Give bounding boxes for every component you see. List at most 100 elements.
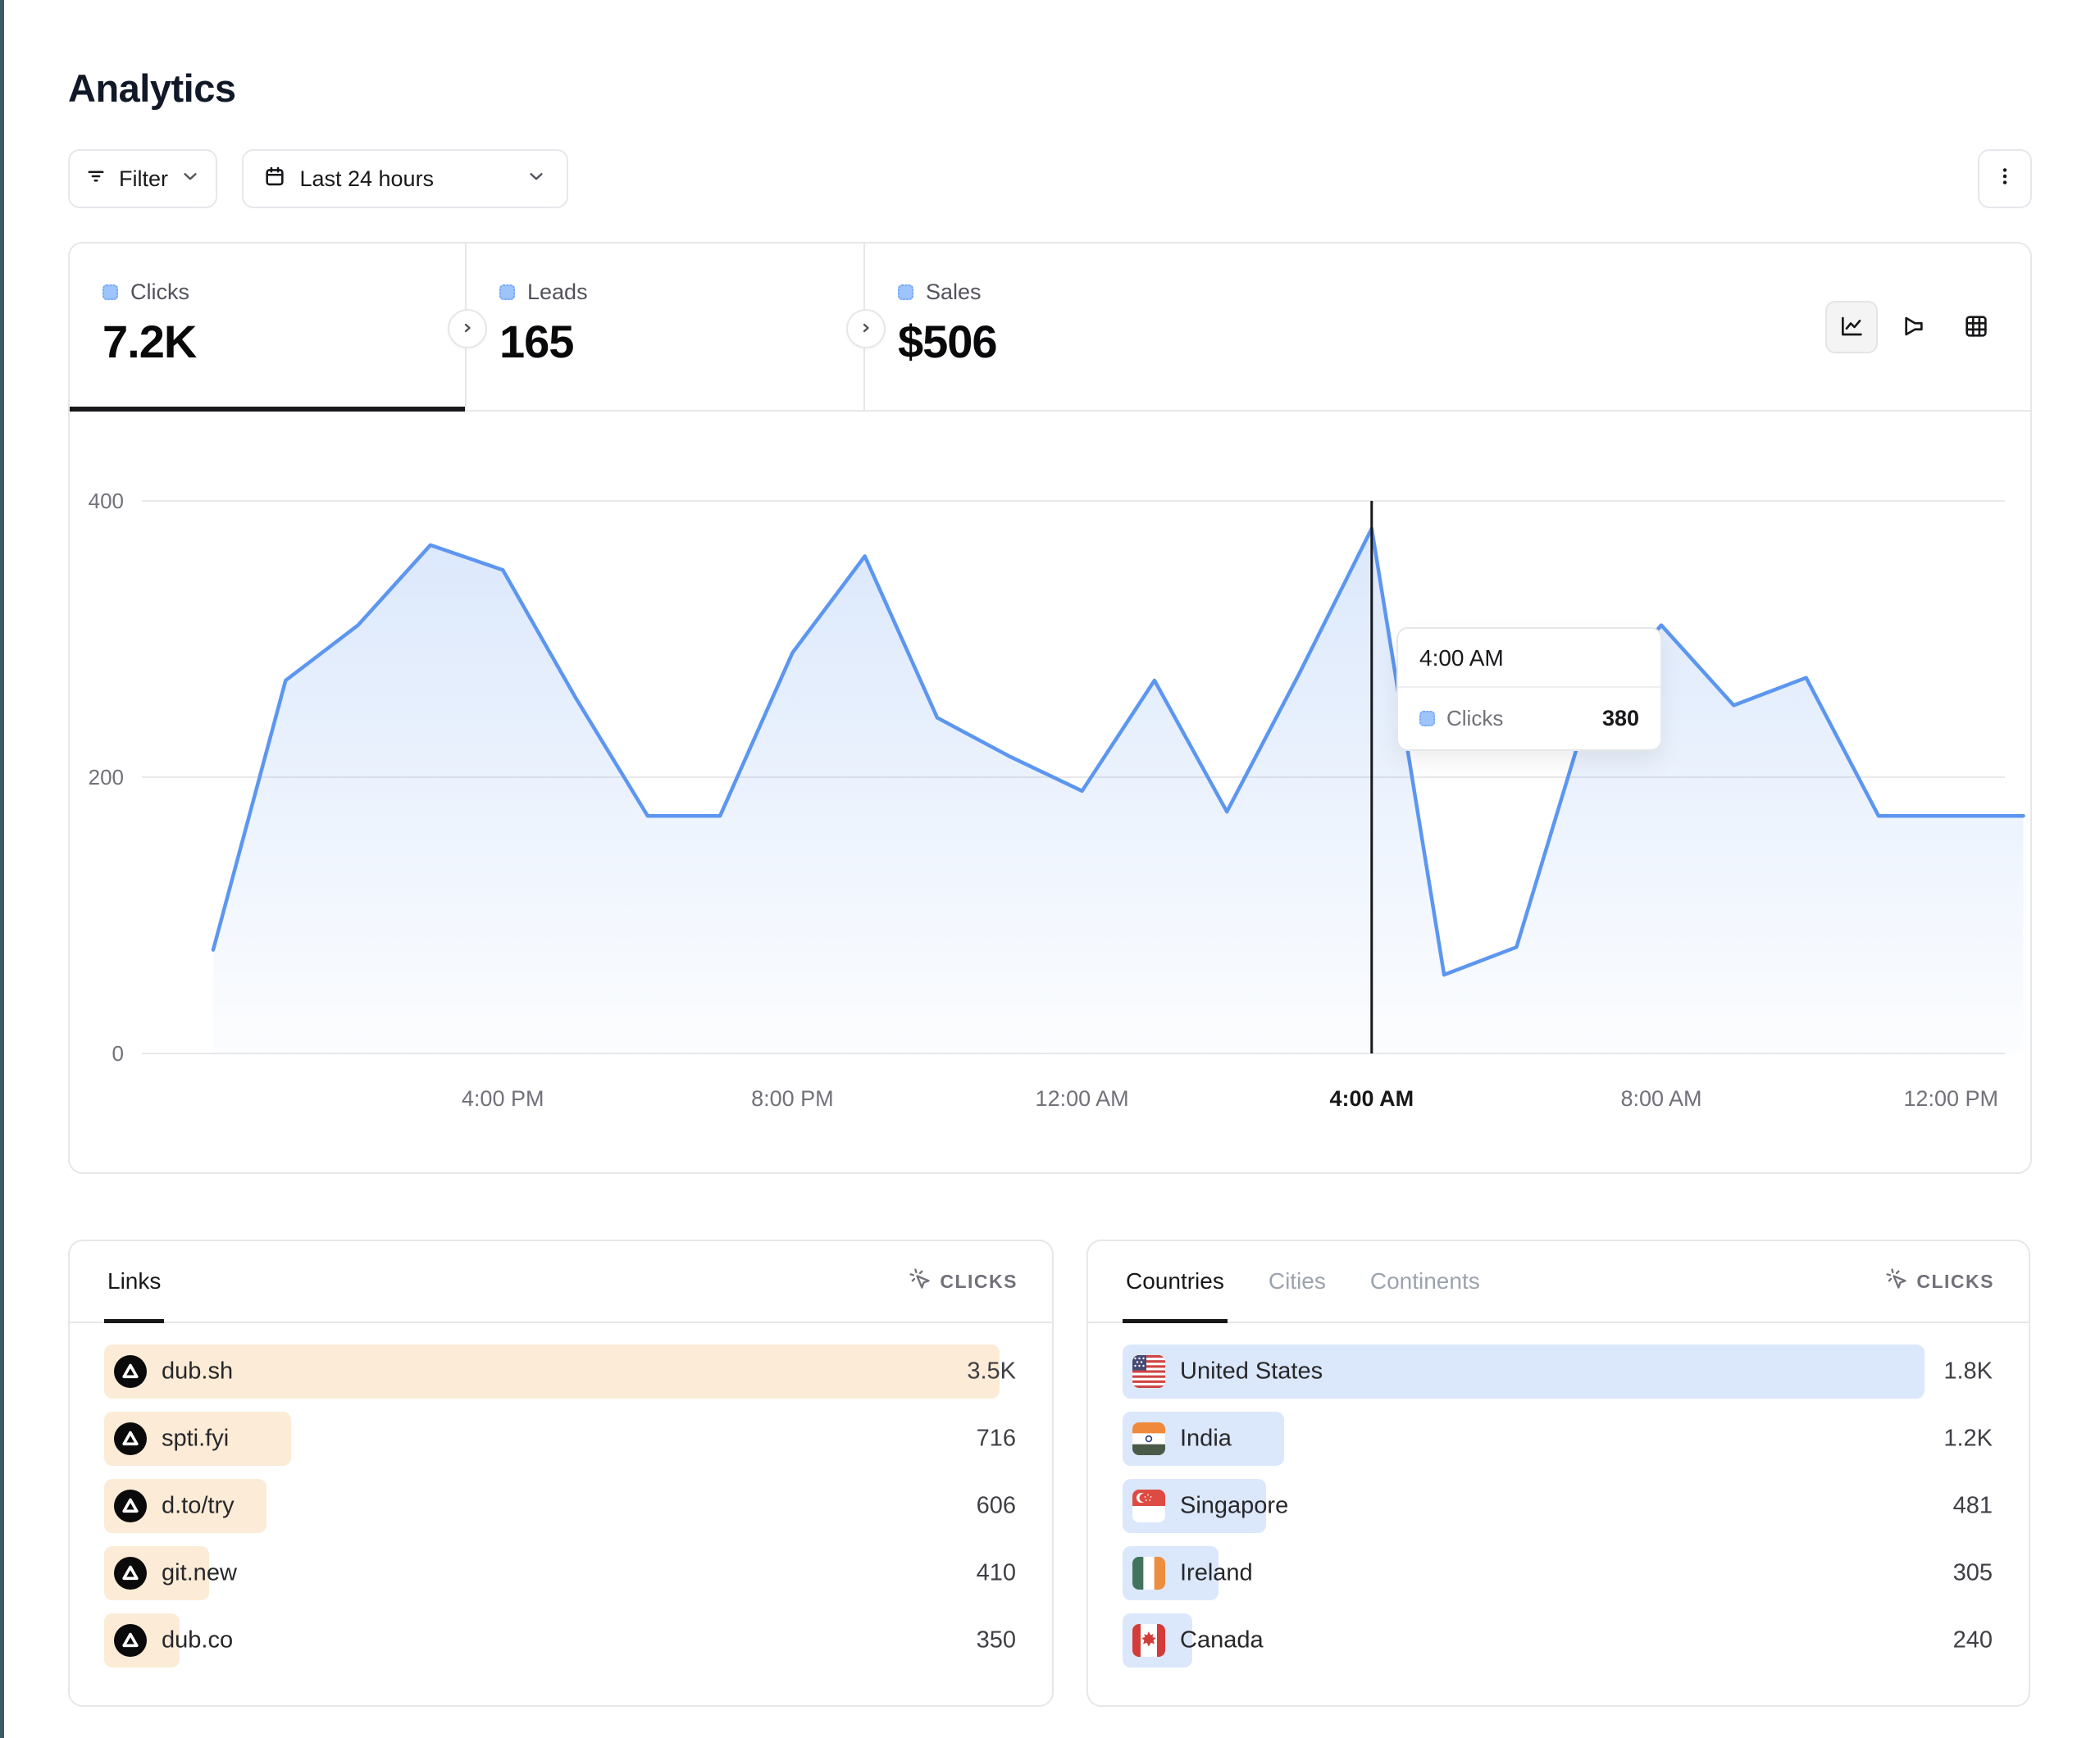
tooltip-legend-square (1419, 711, 1435, 726)
bar-fill (104, 1344, 1000, 1399)
row-value: 410 (976, 1559, 1016, 1586)
cursor-click-icon (1885, 1267, 1908, 1295)
funnel-icon (1901, 313, 1927, 342)
sales-label: Sales (926, 280, 982, 304)
tab-leads[interactable]: Leads 165 (467, 243, 865, 410)
toolbar: Filter Last 24 hours (68, 149, 2032, 208)
tab-continents[interactable]: Continents (1369, 1268, 1480, 1294)
filter-icon (84, 165, 107, 193)
metric-next-button[interactable] (846, 309, 886, 348)
row-value: 606 (976, 1492, 1016, 1519)
sales-value: $506 (898, 316, 998, 367)
chevron-right-icon (458, 318, 477, 340)
table-row[interactable]: git.new 410 (104, 1546, 1018, 1600)
row-value: 240 (1952, 1627, 1993, 1654)
grid-table-icon (1963, 313, 1989, 342)
table-row[interactable]: United States 1.8K (1123, 1344, 1994, 1399)
metrics-header: Clicks 7.2K Leads 165 Sales $506 (70, 243, 2030, 412)
row-label: d.to/try (162, 1492, 235, 1519)
svg-text:4:00 PM: 4:00 PM (462, 1086, 544, 1111)
tooltip-value: 380 (1601, 706, 1639, 730)
row-value: 481 (1952, 1492, 1993, 1519)
row-label: Ireland (1180, 1559, 1253, 1586)
table-row[interactable]: dub.co 350 (104, 1613, 1018, 1667)
more-menu-button[interactable] (1978, 149, 2032, 208)
links-panel: Links CLICKS dub.sh 3.5K spti.fyi 716 d.to/t… (68, 1240, 1054, 1707)
funnel-view-button[interactable] (1888, 301, 1940, 353)
tab-countries[interactable]: Countries (1123, 1241, 1228, 1323)
left-edge-divider (0, 0, 4, 1738)
table-row[interactable]: d.to/try 606 (104, 1479, 1018, 1533)
table-view-button[interactable] (1950, 301, 2002, 353)
ie-flag-icon (1132, 1557, 1165, 1590)
metric-next-button[interactable] (448, 309, 487, 348)
countries-metric-header: CLICKS (1885, 1267, 1994, 1295)
dub-logo-icon (114, 1422, 147, 1455)
bar-fill (1123, 1344, 1925, 1399)
row-value: 1.8K (1943, 1358, 1993, 1385)
svg-text:12:00 AM: 12:00 AM (1036, 1086, 1129, 1111)
table-row[interactable]: India 1.2K (1123, 1412, 1994, 1466)
row-label: dub.co (162, 1627, 234, 1654)
line-chart-view-button[interactable] (1825, 301, 1878, 353)
analytics-chart-card: 0 200 400 4:00 PM 8:00 PM 12:00 AM 4:00 AM 8:00… (68, 242, 2032, 1174)
row-value: 305 (1952, 1559, 1993, 1586)
line-chart-icon (1838, 313, 1865, 342)
filter-button[interactable]: Filter (68, 149, 217, 208)
svg-text:0: 0 (112, 1041, 124, 1066)
calendar-icon (263, 165, 286, 193)
svg-text:4:00 AM: 4:00 AM (1330, 1086, 1414, 1111)
svg-text:8:00 PM: 8:00 PM (751, 1086, 834, 1111)
row-label: dub.sh (162, 1358, 234, 1385)
countries-bar-list: United States 1.8K India 1.2K Singapore 481 Ir… (1123, 1344, 1994, 1681)
tooltip-series: Clicks (1446, 706, 1504, 730)
tab-sales[interactable]: Sales $506 (865, 243, 2030, 410)
svg-text:400: 400 (89, 489, 124, 513)
row-value: 716 (976, 1425, 1016, 1452)
page-title: Analytics (68, 66, 236, 110)
chevron-down-icon (180, 166, 201, 193)
svg-text:200: 200 (89, 765, 124, 789)
links-bar-list: dub.sh 3.5K spti.fyi 716 d.to/try 606 git.new 4… (104, 1344, 1018, 1681)
chevron-down-icon (526, 166, 547, 193)
row-label: Canada (1180, 1627, 1264, 1654)
row-value: 1.2K (1943, 1425, 1993, 1452)
leads-value: 165 (499, 316, 574, 367)
row-value: 3.5K (967, 1358, 1016, 1385)
sg-flag-icon (1132, 1490, 1165, 1522)
dub-logo-icon (114, 1557, 147, 1590)
kebab-menu-icon (1993, 165, 2016, 193)
tab-cities[interactable]: Cities (1268, 1268, 1326, 1294)
row-label: spti.fyi (162, 1425, 230, 1452)
clicks-legend-square (102, 284, 118, 300)
row-label: git.new (162, 1559, 237, 1586)
tab-clicks[interactable]: Clicks 7.2K (70, 243, 467, 412)
dub-logo-icon (114, 1490, 147, 1522)
chart-view-toggles (1825, 301, 2002, 353)
links-metric-header: CLICKS (909, 1267, 1018, 1295)
clicks-value: 7.2K (102, 316, 197, 367)
row-value: 350 (976, 1627, 1016, 1654)
filter-button-label: Filter (119, 166, 168, 191)
leads-label: Leads (527, 280, 588, 304)
svg-text:8:00 AM: 8:00 AM (1620, 1086, 1701, 1111)
cursor-click-icon (909, 1267, 932, 1295)
tooltip-time: 4:00 AM (1398, 629, 1660, 688)
dub-logo-icon (114, 1355, 147, 1388)
date-range-button[interactable]: Last 24 hours (242, 149, 569, 208)
clicks-time-series-chart[interactable]: 0 200 400 4:00 PM 8:00 PM 12:00 AM 4:00 AM 8:00… (70, 243, 2034, 1176)
row-label: India (1180, 1425, 1232, 1452)
in-flag-icon (1132, 1422, 1165, 1455)
table-row[interactable]: spti.fyi 716 (104, 1412, 1018, 1466)
row-label: Singapore (1180, 1492, 1289, 1519)
tab-links[interactable]: Links (104, 1241, 165, 1323)
table-row[interactable]: dub.sh 3.5K (104, 1344, 1018, 1399)
countries-panel: Countries Cities Continents CLICKS Unite… (1086, 1240, 2030, 1707)
table-row[interactable]: Ireland 305 (1123, 1546, 1994, 1600)
table-row[interactable]: Canada 240 (1123, 1613, 1994, 1667)
table-row[interactable]: Singapore 481 (1123, 1479, 1994, 1533)
sales-legend-square (898, 284, 913, 300)
chevron-right-icon (856, 318, 876, 340)
chart-tooltip: 4:00 AM Clicks 380 (1396, 627, 1662, 751)
